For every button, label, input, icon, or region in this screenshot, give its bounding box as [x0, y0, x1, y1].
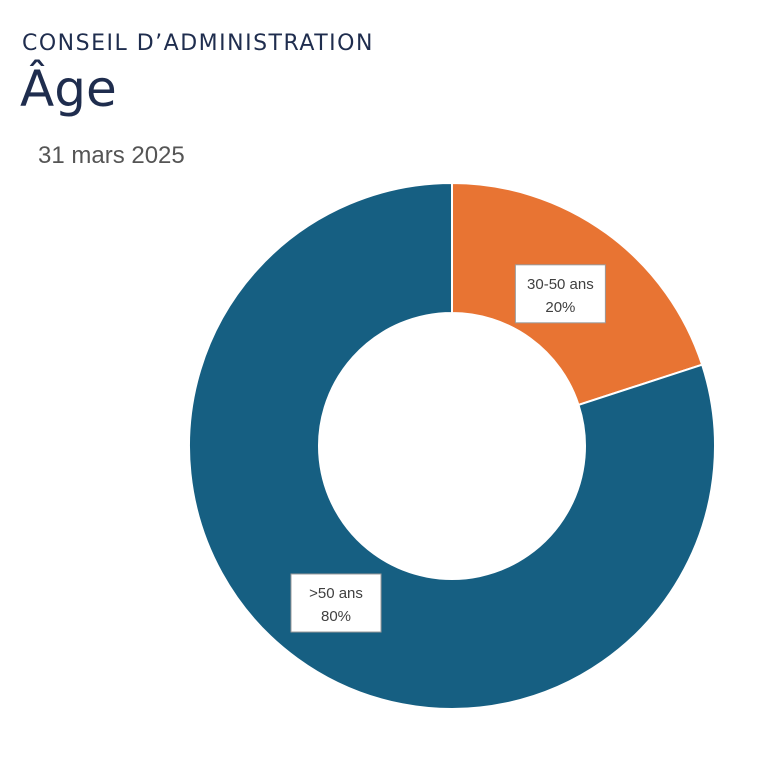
data-label-value: 20%: [545, 299, 575, 316]
donut-data-labels: 30-50 ans 20% >50 ans 80%: [290, 264, 606, 633]
section-eyebrow: CONSEIL D’ADMINISTRATION: [22, 31, 374, 56]
date-label: 31 mars 2025: [38, 142, 185, 169]
data-label-30-50-ans: 30-50 ans 20%: [514, 264, 606, 324]
data-label-50-ans: >50 ans 80%: [290, 573, 382, 633]
page-title: Âge: [20, 60, 117, 118]
data-label-category: 30-50 ans: [527, 276, 594, 293]
data-label-category: >50 ans: [309, 585, 363, 602]
data-label-value: 80%: [321, 608, 351, 625]
data-label-box: [290, 573, 382, 633]
data-label-box: [514, 264, 606, 324]
donut-slices: [188, 181, 716, 710]
